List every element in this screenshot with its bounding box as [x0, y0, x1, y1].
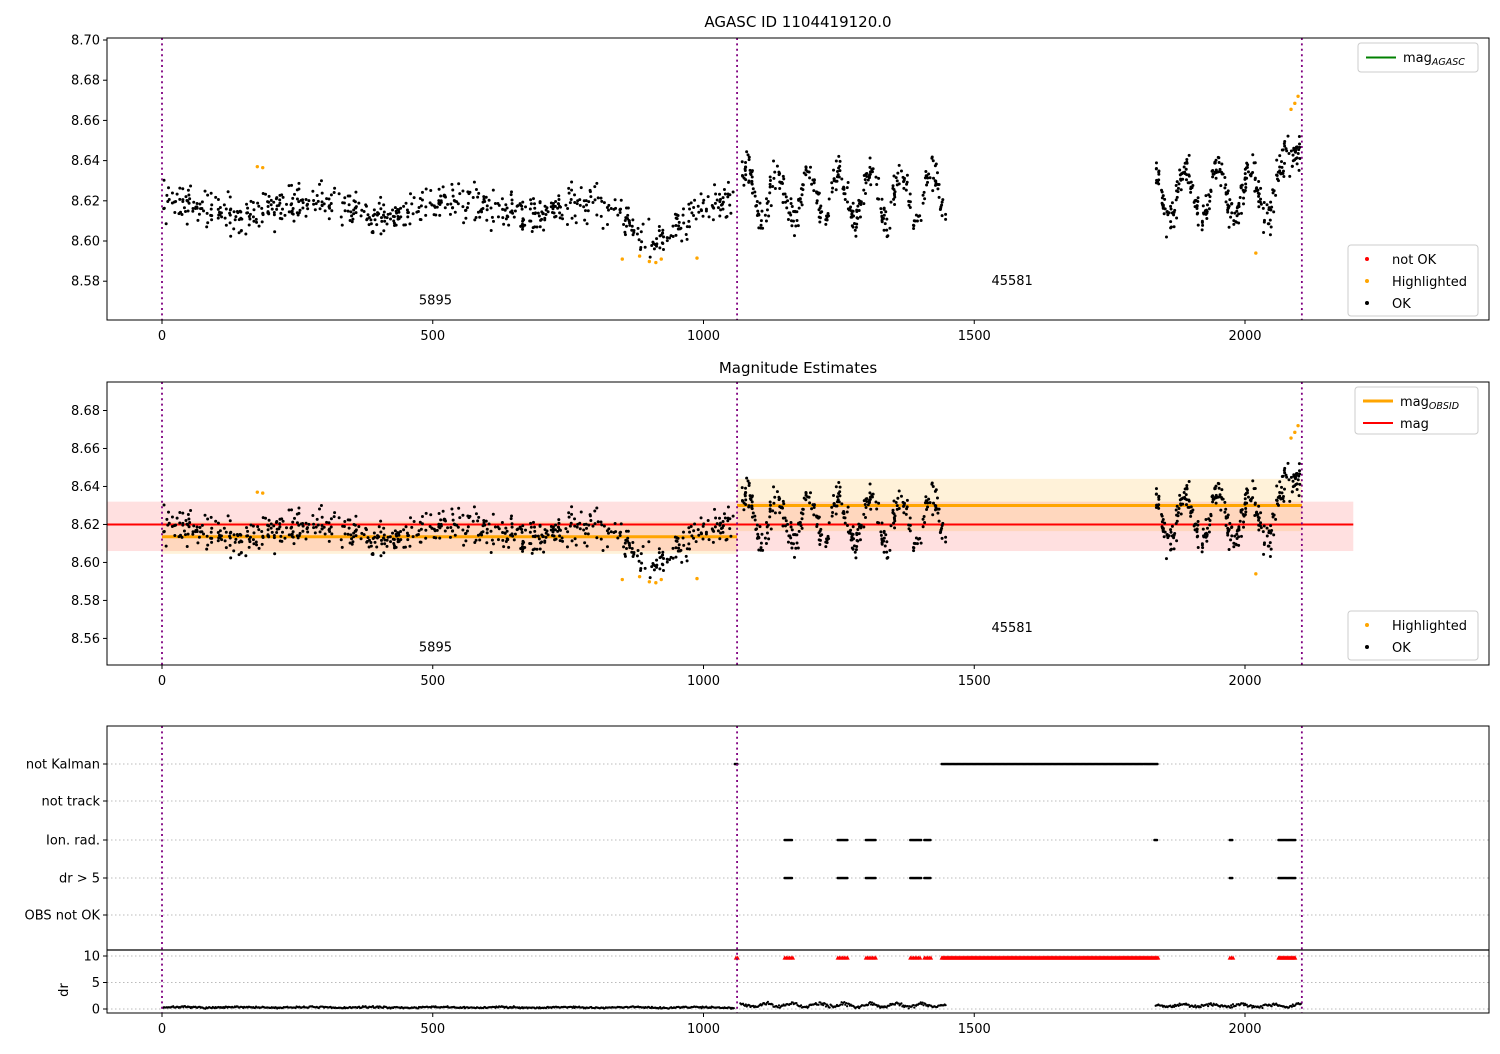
- svg-text:dr > 5: dr > 5: [59, 872, 100, 887]
- svg-text:8.56: 8.56: [71, 632, 100, 647]
- svg-text:not track: not track: [41, 795, 100, 810]
- top-legend-markers: not OK Highlighted OK: [1347, 244, 1479, 317]
- svg-text:1500: 1500: [958, 1022, 991, 1037]
- svg-text:45581: 45581: [991, 621, 1032, 636]
- top-plot: AGASC ID 1104419120.0 0 500 1000 1500 2000 8.…: [71, 13, 1490, 344]
- bottom-plot: 0 500 1000 1500 2000 not Kalman not track Ion. …: [25, 725, 1490, 1037]
- svg-text:8.66: 8.66: [71, 114, 100, 129]
- legend-label-highlighted: Highlighted: [1392, 619, 1467, 634]
- svg-text:not Kalman: not Kalman: [26, 758, 100, 773]
- svg-text:1000: 1000: [687, 1022, 720, 1037]
- svg-text:1000: 1000: [687, 329, 720, 344]
- legend-label-not-ok: not OK: [1392, 253, 1437, 268]
- svg-text:8.64: 8.64: [71, 480, 100, 495]
- not-ok-marker-sample: [1365, 257, 1369, 261]
- svg-text:2000: 2000: [1228, 674, 1261, 689]
- top-plot-title: AGASC ID 1104419120.0: [704, 13, 891, 31]
- svg-text:8.64: 8.64: [71, 154, 100, 169]
- middle-legend-markers: Highlighted OK: [1347, 610, 1479, 661]
- highlighted-marker-sample: [1365, 623, 1369, 627]
- legend-frame: [1347, 610, 1479, 661]
- svg-text:8.62: 8.62: [71, 518, 100, 533]
- middle-plot: Magnitude Estimates 0 500 1000 1500 2000 8.56…: [71, 359, 1490, 689]
- dr-axis-label: dr: [57, 983, 72, 997]
- legend-label-mag-obsid: magOBSID: [1400, 395, 1459, 412]
- legend-label-ok: OK: [1392, 297, 1411, 312]
- svg-text:8.70: 8.70: [71, 34, 100, 49]
- top-plot-canvas: 0 500 1000 1500 2000 8.58 8.60 8.62 8.64 8.66 8.68…: [71, 34, 1490, 344]
- svg-text:2000: 2000: [1228, 1022, 1261, 1037]
- svg-text:1500: 1500: [958, 674, 991, 689]
- svg-text:5895: 5895: [419, 293, 452, 308]
- legend-label-mag-agasc: magAGASC: [1403, 51, 1465, 68]
- svg-text:8.68: 8.68: [71, 404, 100, 419]
- svg-text:0: 0: [158, 1022, 166, 1037]
- middle-legend-lines: magOBSID mag: [1354, 386, 1479, 435]
- middle-plot-title: Magnitude Estimates: [719, 359, 877, 377]
- svg-text:8.60: 8.60: [71, 556, 100, 571]
- bottom-plot-canvas: 0 500 1000 1500 2000 not Kalman not track Ion. …: [25, 725, 1490, 1037]
- svg-text:1500: 1500: [958, 329, 991, 344]
- svg-text:5: 5: [92, 976, 100, 991]
- ok-marker-sample: [1365, 301, 1369, 305]
- svg-text:5895: 5895: [419, 641, 452, 656]
- svg-text:8.58: 8.58: [71, 275, 100, 290]
- svg-text:8.62: 8.62: [71, 194, 100, 209]
- svg-text:Ion. rad.: Ion. rad.: [46, 834, 100, 849]
- ok-marker-sample: [1365, 645, 1369, 649]
- svg-text:45581: 45581: [991, 274, 1032, 289]
- svg-text:500: 500: [420, 674, 445, 689]
- svg-text:8.60: 8.60: [71, 235, 100, 250]
- top-legend-agasc: magAGASC: [1357, 42, 1479, 73]
- svg-text:8.66: 8.66: [71, 442, 100, 457]
- svg-text:8.68: 8.68: [71, 74, 100, 89]
- legend-frame: [1357, 42, 1479, 73]
- svg-text:500: 500: [420, 1022, 445, 1037]
- svg-text:OBS not OK: OBS not OK: [25, 909, 101, 924]
- legend-label-ok: OK: [1392, 641, 1411, 656]
- svg-text:8.58: 8.58: [71, 594, 100, 609]
- legend-frame: [1347, 244, 1479, 317]
- highlighted-marker-sample: [1365, 279, 1369, 283]
- svg-text:0: 0: [158, 329, 166, 344]
- svg-text:0: 0: [158, 674, 166, 689]
- middle-plot-canvas: 0 500 1000 1500 2000 8.56 8.58 8.60 8.62 8.64 8.66…: [71, 381, 1490, 689]
- legend-label-mag: mag: [1400, 417, 1429, 432]
- svg-text:0: 0: [92, 1003, 100, 1018]
- svg-text:10: 10: [83, 950, 100, 965]
- svg-text:500: 500: [420, 329, 445, 344]
- svg-text:1000: 1000: [687, 674, 720, 689]
- legend-label-highlighted: Highlighted: [1392, 275, 1467, 290]
- svg-text:2000: 2000: [1228, 329, 1261, 344]
